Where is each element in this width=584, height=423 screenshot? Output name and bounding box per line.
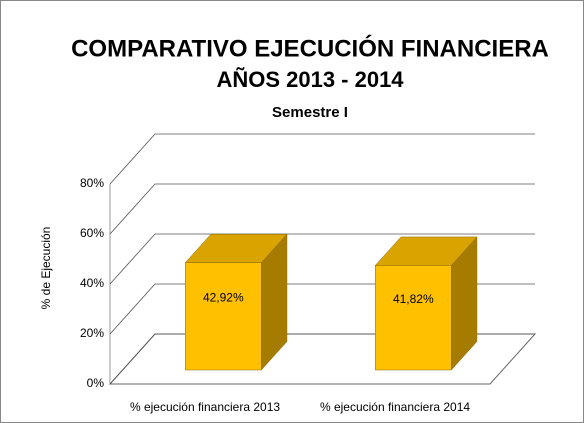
bar: [374, 236, 478, 371]
bar: [184, 233, 288, 371]
data-label: 41,82%: [393, 292, 434, 306]
grid-line: [109, 133, 535, 185]
y-tick-label: 60%: [80, 226, 104, 240]
chart-subtitle: Semestre I: [272, 104, 348, 121]
chart-subtitle: AÑOS 2013 - 2014: [216, 67, 404, 92]
grid-line: [109, 183, 535, 235]
y-axis-title: % de Ejecución: [39, 227, 53, 310]
bar-front: [375, 265, 452, 371]
x-tick-label: % ejecución financiera 2013: [130, 400, 280, 414]
y-tick-label: 20%: [80, 326, 104, 340]
y-tick-label: 80%: [80, 176, 104, 190]
chart-title: COMPARATIVO EJECUCIÓN FINANCIERA: [71, 34, 549, 62]
y-tick-label: 40%: [80, 276, 104, 290]
grid-line: [109, 233, 535, 285]
y-tick-label: 0%: [87, 376, 105, 390]
x-tick-label: % ejecución financiera 2014: [320, 400, 470, 414]
bar-front: [185, 262, 262, 371]
data-label: 42,92%: [203, 291, 244, 305]
